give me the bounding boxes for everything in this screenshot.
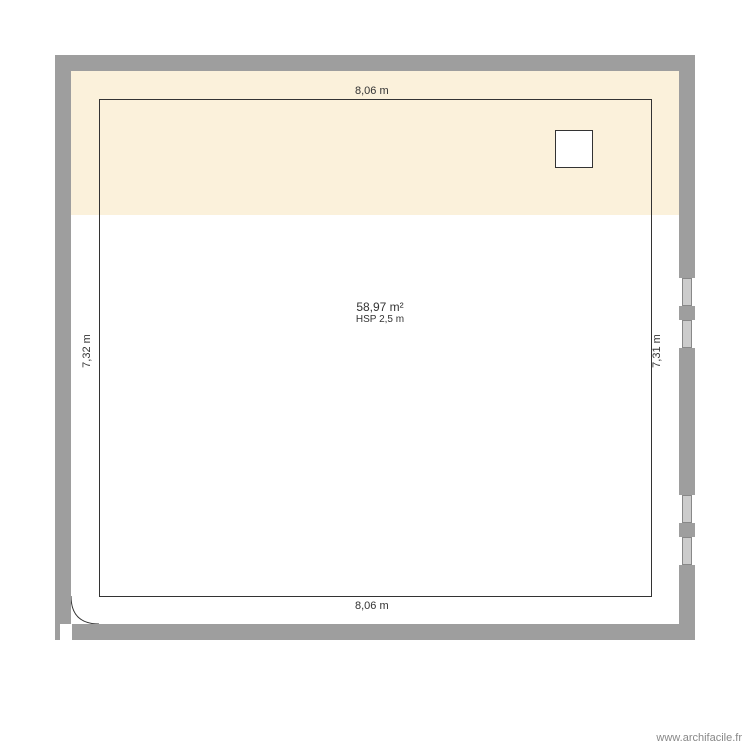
room-hsp: HSP 2,5 m: [330, 314, 430, 325]
room-area: 58,97 m²: [330, 300, 430, 314]
small-box: [555, 130, 593, 168]
guide-top: [99, 99, 651, 100]
corner-arc: [71, 596, 111, 624]
guide-left: [99, 99, 100, 597]
window-frame-1: [682, 278, 692, 306]
window-frame-2: [682, 320, 692, 348]
window-frame-4: [682, 537, 692, 565]
wall-top: [55, 55, 695, 71]
room-area-block: 58,97 m² HSP 2,5 m: [330, 300, 430, 325]
door-gap: [60, 624, 72, 640]
dim-left: 7,32 m: [81, 334, 93, 368]
guide-bottom: [99, 596, 651, 597]
wall-bottom: [55, 624, 695, 640]
watermark: www.archifacile.fr: [656, 732, 742, 744]
window-frame-3: [682, 495, 692, 523]
wall-left: [55, 55, 71, 640]
dim-top: 8,06 m: [355, 85, 389, 97]
dim-bottom: 8,06 m: [355, 600, 389, 612]
dim-right: 7,31 m: [651, 334, 663, 368]
